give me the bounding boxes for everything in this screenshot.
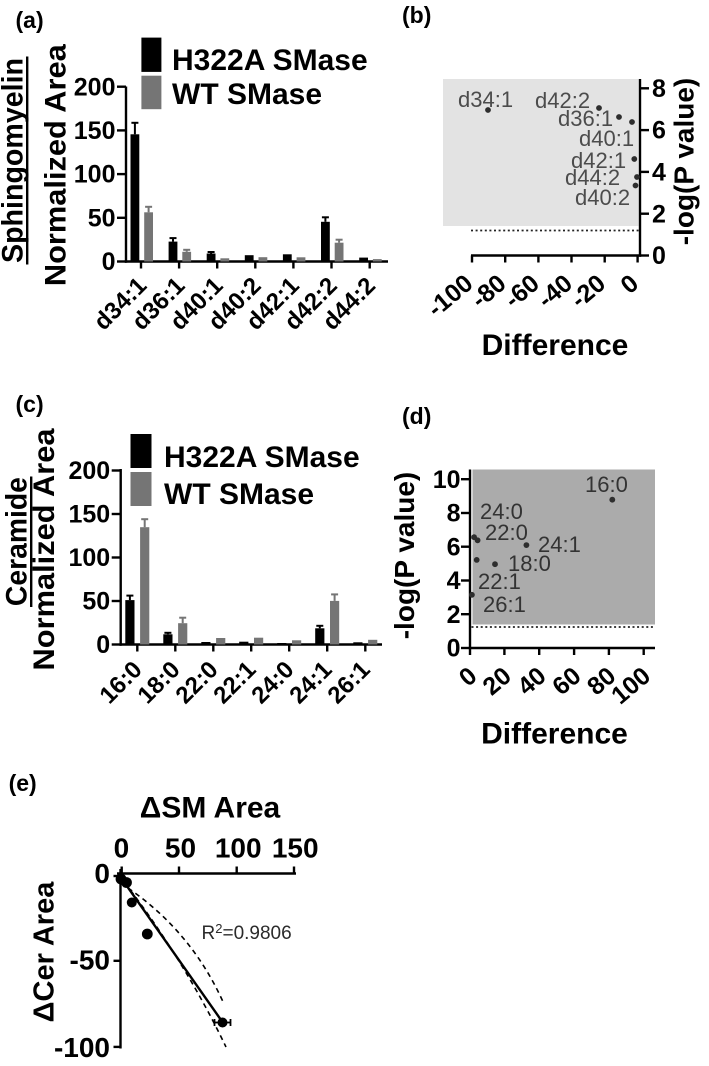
svg-text:(c): (c) [16, 391, 44, 417]
svg-text:-50: -50 [70, 945, 110, 976]
svg-text:150: 150 [272, 833, 319, 864]
svg-text:150: 150 [68, 501, 110, 529]
svg-text:ΔSM Area: ΔSM Area [140, 792, 281, 825]
svg-text:8: 8 [447, 500, 461, 528]
svg-text:d36:1: d36:1 [558, 106, 613, 131]
svg-text:2: 2 [447, 601, 461, 629]
svg-text:10: 10 [433, 466, 461, 494]
svg-text:d42:2: d42:2 [535, 88, 590, 113]
svg-text:Normalized Area: Normalized Area [39, 44, 72, 286]
svg-text:50: 50 [165, 833, 196, 864]
svg-text:0: 0 [652, 242, 666, 270]
svg-text:(a): (a) [16, 7, 44, 33]
svg-text:d42:1: d42:1 [571, 148, 626, 173]
svg-text:0: 0 [102, 248, 116, 276]
svg-text:24:1: 24:1 [538, 532, 581, 557]
svg-text:-log(P value): -log(P value) [389, 472, 420, 640]
svg-text:8: 8 [652, 75, 666, 103]
svg-text:4: 4 [652, 159, 666, 187]
svg-text:WT SMase: WT SMase [172, 78, 322, 111]
svg-text:200: 200 [68, 457, 110, 485]
svg-text:0: 0 [447, 635, 461, 663]
svg-text:0: 0 [96, 631, 110, 659]
svg-text:H322A SMase: H322A SMase [172, 44, 368, 77]
svg-text:200: 200 [74, 73, 116, 101]
svg-text:R2=0.9806: R2=0.9806 [202, 921, 292, 944]
svg-text:22:0: 22:0 [485, 520, 528, 545]
svg-text:Difference: Difference [482, 329, 629, 362]
svg-text:26:1: 26:1 [483, 592, 526, 617]
svg-text:d34:1: d34:1 [458, 87, 513, 112]
svg-text:ΔCer Area: ΔCer Area [29, 881, 61, 1023]
svg-text:100: 100 [74, 161, 116, 189]
svg-text:100: 100 [68, 544, 110, 572]
svg-text:50: 50 [82, 588, 110, 616]
svg-text:Difference: Difference [481, 718, 628, 751]
svg-text:50: 50 [88, 204, 116, 232]
svg-text:d40:2: d40:2 [575, 185, 630, 210]
svg-text:0: 0 [114, 833, 130, 864]
svg-text:22:1: 22:1 [478, 569, 521, 594]
svg-text:150: 150 [74, 117, 116, 145]
svg-text:Normalized Area: Normalized Area [28, 428, 61, 670]
svg-text:16:0: 16:0 [585, 472, 628, 497]
svg-text:18:0: 18:0 [508, 551, 551, 576]
svg-text:2: 2 [652, 200, 666, 228]
svg-text:d44:2: d44:2 [565, 165, 620, 190]
svg-text:24:0: 24:0 [480, 499, 523, 524]
svg-text:0: 0 [94, 858, 110, 889]
svg-text:(e): (e) [9, 770, 37, 796]
svg-text:Sphingomyelin: Sphingomyelin [0, 58, 30, 263]
svg-text:6: 6 [447, 533, 461, 561]
svg-text:(d): (d) [402, 403, 431, 429]
svg-text:WT SMase: WT SMase [164, 478, 314, 511]
svg-text:d40:1: d40:1 [579, 126, 634, 151]
svg-text:100: 100 [215, 833, 262, 864]
svg-text:Ceramide: Ceramide [1, 477, 34, 606]
svg-text:-100: -100 [54, 1032, 110, 1063]
svg-text:(b): (b) [402, 2, 431, 28]
svg-text:-log(P value): -log(P value) [669, 78, 700, 246]
svg-text:4: 4 [447, 567, 461, 595]
svg-text:H322A SMase: H322A SMase [164, 441, 360, 474]
svg-text:6: 6 [652, 117, 666, 145]
